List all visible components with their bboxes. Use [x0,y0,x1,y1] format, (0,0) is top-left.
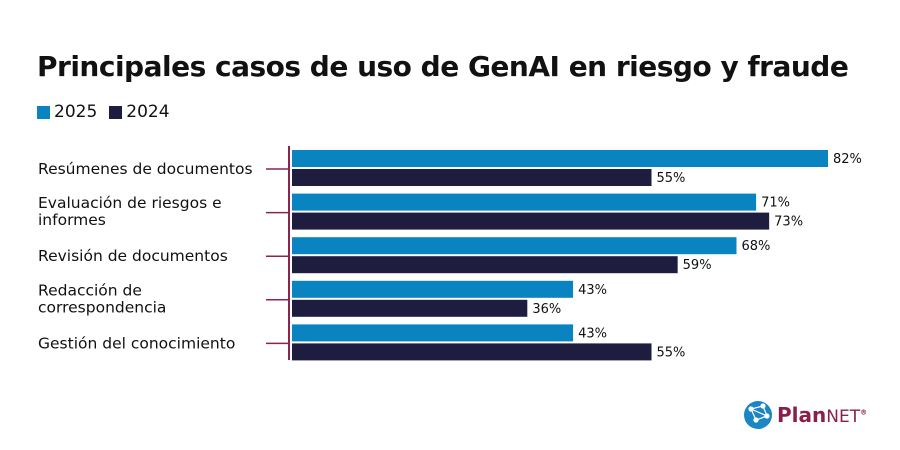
plannet-logo: PlanNET® [743,400,867,430]
bar-2025 [292,193,757,211]
legend-swatch-2024 [109,105,123,119]
category-label: Redacción de [38,281,142,299]
legend: 2025 2024 [37,102,182,122]
data-label-2025: 43% [578,283,607,298]
bar-2024 [292,343,652,361]
chart-title: Principales casos de uso de GenAI en rie… [37,50,849,83]
category-label: Evaluación de riesgos e [38,194,222,212]
data-label-2024: 73% [774,215,803,230]
category-label: correspondencia [38,298,166,316]
legend-swatch-2025 [37,105,50,119]
data-label-2024: 36% [532,302,561,317]
bar-2024 [292,212,770,230]
legend-label-2024: 2024 [126,102,170,122]
bar-2025 [292,237,737,255]
bar-2024 [292,256,678,274]
category-label: Resúmenes de documentos [38,160,253,178]
bar-2024 [292,299,528,317]
data-label-2025: 43% [578,326,607,341]
data-label-2024: 55% [657,171,686,186]
data-label-2025: 68% [741,239,770,254]
category-label: Revisión de documentos [38,247,228,265]
bar-2025 [292,280,574,298]
bar-2024 [292,169,652,186]
bar-2025 [292,150,828,167]
data-label-2025: 71% [761,196,790,211]
category-label: informes [38,211,106,229]
bar-2025 [292,324,574,342]
data-label-2024: 55% [657,345,686,360]
legend-label-2025: 2025 [54,102,98,122]
data-label-2024: 59% [683,258,712,273]
category-label: Gestión del conocimiento [38,334,235,352]
data-label-2025: 82% [833,152,862,167]
globe-icon [744,401,772,429]
logo-text: PlanNET® [777,403,868,427]
